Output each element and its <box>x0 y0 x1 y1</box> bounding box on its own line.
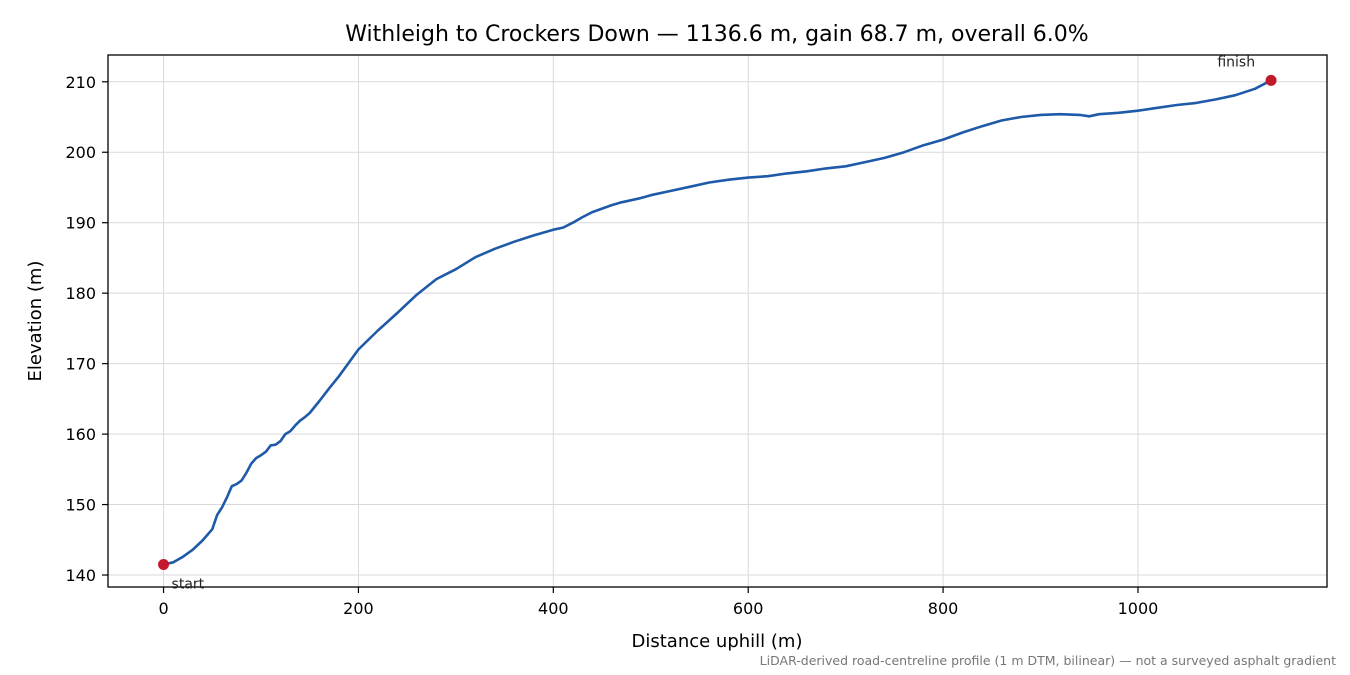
x-tick-label: 1000 <box>1118 599 1159 618</box>
x-tick-label: 800 <box>928 599 959 618</box>
y-axis-ticks: 140 150 160 170 180 190 200 210 <box>65 73 108 585</box>
finish-marker <box>1265 74 1277 86</box>
y-tick-label: 150 <box>65 496 96 515</box>
y-tick-label: 170 <box>65 355 96 374</box>
y-tick-label: 180 <box>65 284 96 303</box>
start-label: start <box>172 576 205 592</box>
start-marker <box>158 558 170 570</box>
x-tick-label: 200 <box>343 599 374 618</box>
grid <box>108 55 1327 587</box>
chart-title: Withleigh to Crockers Down — 1136.6 m, g… <box>345 22 1088 47</box>
y-tick-label: 140 <box>65 566 96 585</box>
endpoint-markers: start finish <box>158 54 1277 592</box>
x-tick-label: 600 <box>733 599 764 618</box>
footnote: LiDAR-derived road-centreline profile (1… <box>760 653 1336 668</box>
finish-label: finish <box>1217 54 1255 70</box>
x-axis-ticks: 0 200 400 600 800 1000 <box>158 587 1158 618</box>
x-tick-label: 0 <box>158 599 168 618</box>
plot-frame <box>107 54 1328 588</box>
y-tick-label: 210 <box>65 73 96 92</box>
y-tick-label: 160 <box>65 425 96 444</box>
y-tick-label: 200 <box>65 143 96 162</box>
x-axis-label: Distance uphill (m) <box>632 631 803 652</box>
y-tick-label: 190 <box>65 214 96 233</box>
y-axis-label: Elevation (m) <box>25 261 46 382</box>
elevation-line <box>163 79 1272 566</box>
x-tick-label: 400 <box>538 599 569 618</box>
